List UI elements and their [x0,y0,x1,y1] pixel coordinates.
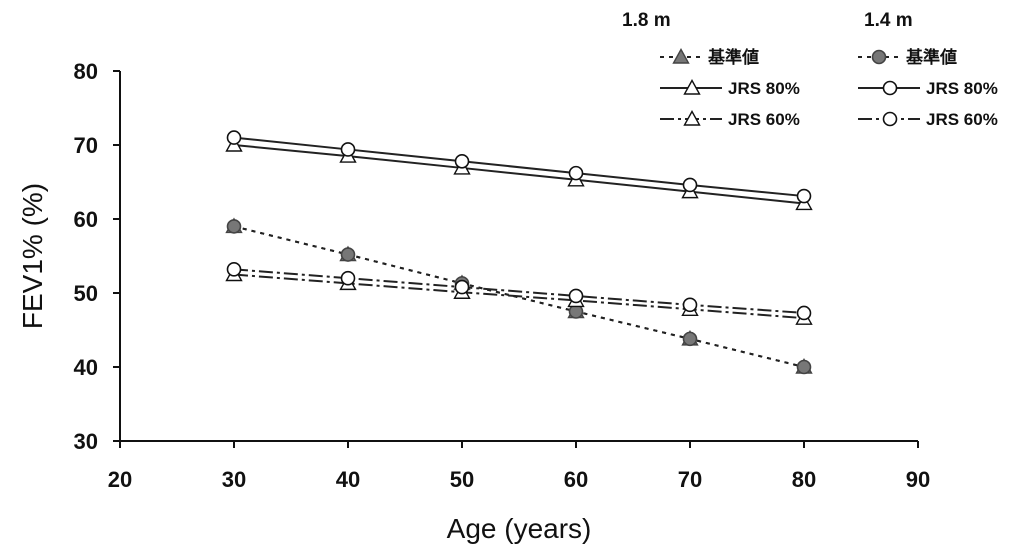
legend-entry-label: JRS 80% [728,79,800,98]
legend-entry-label: 基準値 [905,47,957,67]
data-point [226,130,242,145]
series-line [233,268,805,314]
y-axis-title: FEV1% (%) [17,183,48,329]
y-tick-label: 40 [74,355,98,380]
legend-group-title: 1.8 m [622,10,671,31]
legend-marker [882,111,898,127]
data-point [568,165,584,181]
legend-entry-label: JRS 60% [926,110,998,129]
series-circle-solid [226,130,812,204]
data-point [796,305,812,321]
data-point [682,297,698,313]
series-line [233,144,805,205]
x-tick-label: 20 [108,467,132,492]
y-tick-label: 50 [74,281,98,306]
y-tick-label: 60 [74,207,98,232]
data-point [340,142,356,157]
y-tick-label: 80 [74,59,98,84]
x-tick-label: 90 [906,467,930,492]
data-point [340,270,356,286]
legend-marker [683,79,701,95]
series-circle-dotted [226,219,812,375]
y-tick-label: 30 [74,429,98,454]
y-tick-label: 70 [74,133,98,158]
legend-entry-label: JRS 80% [926,79,998,98]
data-point [682,177,698,193]
data-point [796,188,812,204]
legend: 1.8 m 基準値 JRS 80% JRS 60% 1.4 m 基準値 JRS 80% JRS… [622,10,998,129]
series-line [233,136,805,198]
legend-marker [672,48,690,64]
data-point [454,279,470,295]
x-tick-label: 70 [678,467,702,492]
data-point [682,331,698,347]
x-tick-label: 80 [792,467,816,492]
legend-entry-label: 基準値 [707,47,759,67]
x-tick-label: 60 [564,467,588,492]
legend-marker [683,110,701,126]
x-axis-title: Age (years) [447,513,592,544]
legend-group-title: 1.4 m [864,10,913,31]
x-tick-label: 50 [450,467,474,492]
series-triangle-solid [225,136,813,211]
x-tick-label: 30 [222,467,246,492]
x-tick-label: 40 [336,467,360,492]
axes [119,71,918,442]
data-point [568,288,584,304]
legend-marker [882,80,898,96]
data-point [226,219,242,234]
series-line [233,225,805,368]
data-point [796,359,812,375]
legend-marker [871,49,887,65]
legend-entry-label: JRS 60% [728,110,800,129]
data-point [454,153,470,169]
data-point [340,247,356,262]
series-line [233,273,805,320]
data-point [226,262,242,277]
series-circle-dashdot [226,262,812,321]
